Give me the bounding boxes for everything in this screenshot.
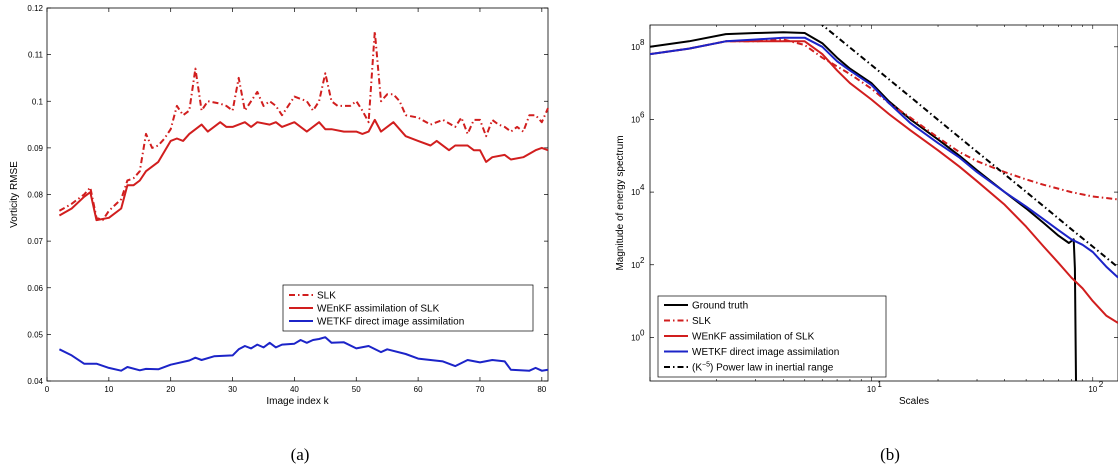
x-tick-label-b: 10 (1088, 385, 1097, 394)
series-line-a-1 (58, 118, 549, 222)
caption-a: (a) (291, 445, 310, 464)
y-axis-label-a: Vorticity RMSE (9, 161, 20, 228)
legend-label-a: WEnKF assimilation of SLK (317, 304, 440, 315)
y-tick-label-b: 10 (631, 115, 640, 124)
x-axis-label-a: Image index k (266, 396, 329, 407)
legend-label-b: (K−5) Power law in inertial range (692, 362, 834, 374)
y-tick-label-a: 0.04 (27, 377, 43, 386)
legend-label-b: WEnKF assimilation of SLK (692, 332, 815, 343)
y-tick-label-a: 0.05 (27, 330, 43, 339)
y-tick-label-b: 10 (631, 188, 640, 197)
x-tick-label-a: 0 (45, 385, 50, 394)
caption-b: (b) (880, 445, 900, 464)
y-tick-label-b: 10 (631, 43, 640, 52)
x-tick-label-a: 50 (352, 385, 361, 394)
x-tick-label-a: 40 (290, 385, 299, 394)
x-tick-label-a: 20 (166, 385, 175, 394)
y-tick-exponent-b: 6 (640, 110, 645, 119)
y-tick-label-a: 0.07 (27, 237, 43, 246)
legend-label-b: Ground truth (692, 301, 748, 312)
chart-a: 0 10 20 30 40 50 60 70 80 0.04 0.05 0.06 0.07 0.08 0.0… (9, 4, 549, 407)
y-tick-label-a: 0.06 (27, 284, 43, 293)
series-line-b-0 (650, 31, 1077, 381)
legend-label-a: SLK (317, 291, 336, 302)
y-tick-label-a: 0.12 (27, 4, 43, 13)
series-line-b-4 (820, 25, 1118, 269)
y-tick-exponent-b: 4 (640, 183, 645, 192)
legend-label-b: SLK (692, 316, 711, 327)
plot-lines-b (650, 25, 1118, 381)
legend-label-b: WETKF direct image assimilation (692, 347, 839, 358)
x-tick-exponent-b: 1 (877, 380, 882, 389)
series-line-b-3 (650, 36, 1118, 279)
series-line-b-2 (650, 40, 1118, 324)
y-tick-exponent-b: 2 (640, 256, 645, 265)
legend-label-a: WETKF direct image assimilation (317, 317, 464, 328)
y-tick-exponent-b: 8 (640, 38, 645, 47)
y-tick-exponent-b: 0 (640, 328, 645, 337)
legend-a (282, 284, 534, 332)
y-tick-label-a: 0.11 (28, 51, 44, 60)
x-tick-label-a: 10 (104, 385, 113, 394)
y-tick-label-a: 0.09 (27, 144, 43, 153)
x-axis-label-b: Scales (899, 396, 929, 407)
legend-b (657, 295, 887, 378)
y-axis-label-b: Magnitude of energy spectrum (615, 135, 626, 270)
series-line-a-0 (58, 30, 549, 222)
x-tick-exponent-b: 2 (1099, 380, 1104, 389)
x-tick-label-a: 30 (228, 385, 237, 394)
x-tick-label-a: 60 (414, 385, 423, 394)
series-line-a-2 (58, 336, 549, 372)
x-tick-label-b: 10 (867, 385, 876, 394)
x-tick-label-a: 80 (537, 385, 546, 394)
y-tick-label-b: 10 (631, 333, 640, 342)
y-tick-label-a: 0.1 (32, 97, 44, 106)
y-tick-label-b: 10 (631, 261, 640, 270)
y-tick-label-a: 0.08 (27, 191, 43, 200)
x-tick-label-a: 70 (476, 385, 485, 394)
